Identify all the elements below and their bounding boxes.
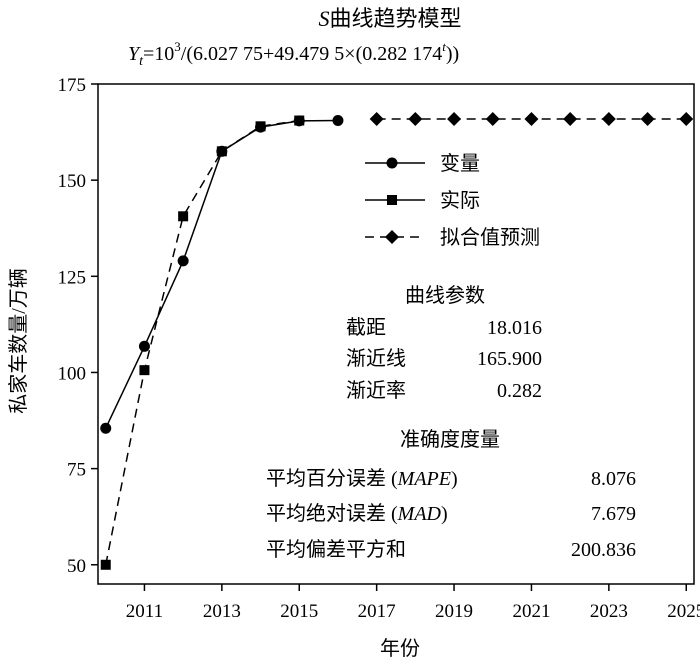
accuracy-label: 平均绝对误差 (MAD) bbox=[266, 502, 448, 525]
x-tick-label: 2017 bbox=[358, 601, 396, 622]
legend-marker-circle bbox=[386, 157, 398, 169]
data-point-diamond bbox=[640, 112, 655, 126]
chart-title: S曲线趋势模型 bbox=[318, 6, 461, 31]
data-point-diamond bbox=[369, 112, 384, 126]
plot-area bbox=[97, 83, 695, 585]
data-point-square bbox=[216, 146, 227, 157]
x-tick-label: 2011 bbox=[126, 601, 163, 622]
chart-formula: Yt=103/(6.027 75+49.479 5×(0.282 174t)) bbox=[128, 39, 459, 69]
curve-params-panel: 曲线参数 截距 18.016 渐近线 165.900 渐近率 0.282 bbox=[346, 284, 542, 402]
accuracy-value: 200.836 bbox=[571, 539, 636, 561]
data-point-circle bbox=[100, 422, 112, 434]
x-tick-label: 2021 bbox=[512, 601, 550, 622]
legend-item-forecast: 拟合值预测 bbox=[365, 226, 540, 249]
data-point-diamond bbox=[563, 112, 578, 126]
y-axis-label: 私家车数量/万辆 bbox=[7, 268, 30, 414]
accuracy-title: 准确度度量 bbox=[400, 428, 500, 451]
accuracy-value: 8.076 bbox=[591, 468, 636, 490]
data-point-diamond bbox=[447, 112, 462, 126]
legend-marker-square bbox=[387, 195, 397, 205]
x-tick-label: 2013 bbox=[203, 601, 241, 622]
param-label: 渐近线 bbox=[346, 347, 406, 370]
data-point-circle bbox=[138, 340, 150, 352]
legend-label: 变量 bbox=[440, 152, 480, 175]
data-point-diamond bbox=[485, 112, 500, 126]
x-tick-label: 2023 bbox=[590, 601, 628, 622]
legend-item-variable: 变量 bbox=[365, 152, 480, 175]
data-point-diamond bbox=[601, 112, 616, 126]
y-tick-label: 175 bbox=[58, 75, 87, 96]
series-line-0 bbox=[105, 119, 338, 429]
series-line-1 bbox=[105, 119, 300, 565]
data-point-circle bbox=[332, 115, 344, 127]
x-tick-label: 2019 bbox=[435, 601, 473, 622]
param-value: 0.282 bbox=[497, 380, 542, 402]
y-tick-label: 150 bbox=[58, 171, 87, 192]
legend-label: 拟合值预测 bbox=[440, 226, 540, 249]
param-label: 截距 bbox=[346, 316, 386, 339]
accuracy-value: 7.679 bbox=[591, 503, 636, 525]
y-tick-label: 75 bbox=[67, 460, 86, 481]
y-tick-label: 50 bbox=[67, 556, 86, 577]
y-tick-label: 100 bbox=[58, 363, 87, 384]
legend-marker-diamond bbox=[385, 230, 399, 244]
param-label: 渐近率 bbox=[346, 379, 406, 402]
param-value: 165.900 bbox=[477, 348, 542, 370]
data-point-square bbox=[139, 365, 150, 376]
data-point-diamond bbox=[679, 112, 694, 126]
accuracy-panel: 准确度度量 平均百分误差 (MAPE) 8.076 平均绝对误差 (MAD) 7… bbox=[266, 428, 636, 561]
legend: 变量 实际 拟合值预测 bbox=[365, 152, 540, 249]
curve-params-title: 曲线参数 bbox=[405, 284, 485, 307]
data-point-square bbox=[100, 559, 111, 570]
data-point-diamond bbox=[408, 112, 423, 126]
x-axis-label: 年份 bbox=[380, 637, 420, 660]
data-point-diamond bbox=[524, 112, 539, 126]
accuracy-label: 平均偏差平方和 bbox=[266, 538, 406, 561]
data-point-circle bbox=[177, 255, 189, 267]
legend-item-actual: 实际 bbox=[365, 189, 480, 212]
legend-label: 实际 bbox=[440, 189, 480, 212]
data-point-square bbox=[294, 115, 305, 126]
data-point-square bbox=[255, 121, 266, 132]
data-point-square bbox=[178, 211, 189, 222]
accuracy-label: 平均百分误差 (MAPE) bbox=[266, 467, 458, 490]
param-value: 18.016 bbox=[487, 317, 542, 339]
x-tick-label: 2015 bbox=[280, 601, 318, 622]
y-tick-label: 125 bbox=[58, 267, 87, 288]
